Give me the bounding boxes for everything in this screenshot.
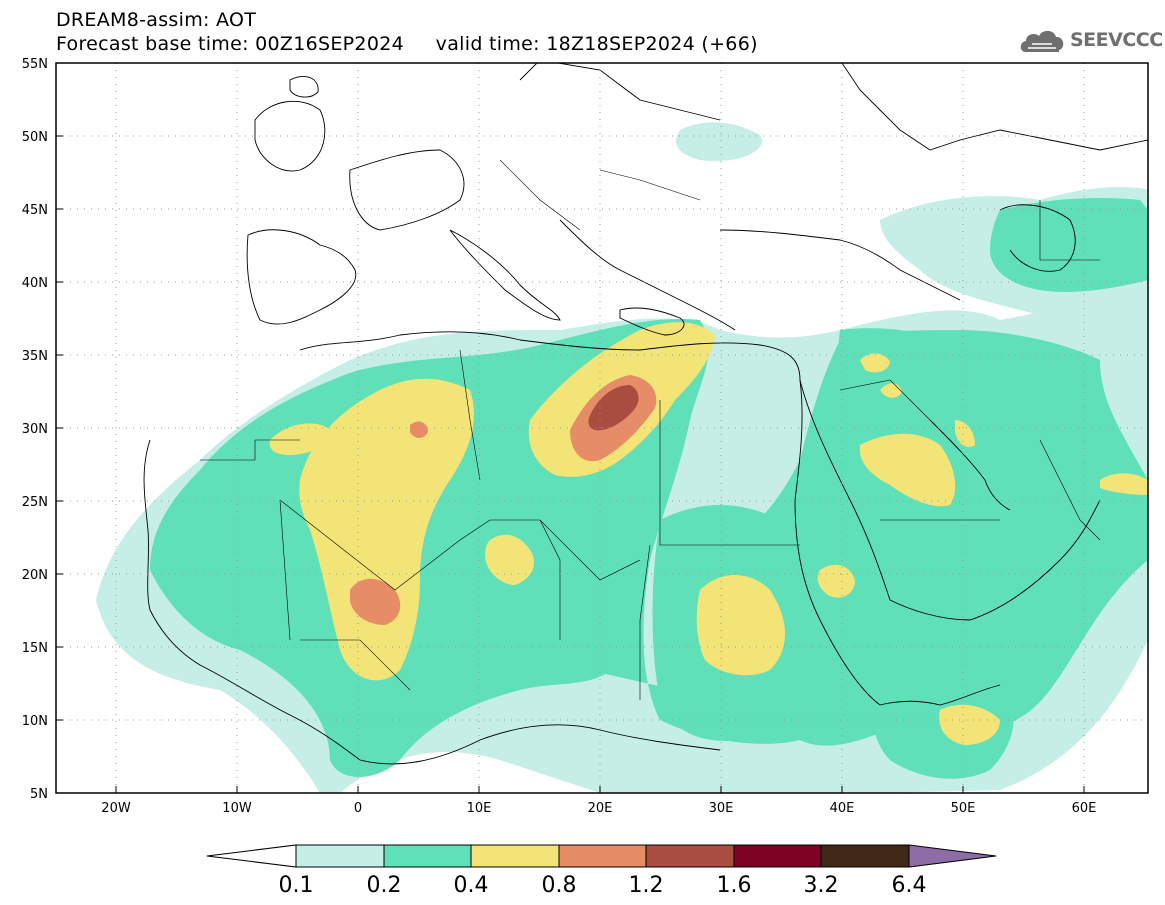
lon-label: 30E (709, 801, 734, 816)
lat-label: 5N (30, 787, 48, 802)
lat-label: 40N (22, 276, 48, 291)
lat-label: 25N (22, 495, 48, 510)
seevccc-logo: SEEVCCC (1018, 24, 1163, 58)
lon-label: 40E (830, 801, 855, 816)
colorbar-labels: 0.1 0.2 0.4 0.8 1.2 1.6 3.2 6.4 (279, 873, 927, 898)
logo-text: SEEVCCC (1070, 29, 1163, 51)
colorbar-label: 3.2 (804, 873, 839, 898)
colorbar-segment (645, 844, 735, 868)
lon-label: 60E (1072, 801, 1097, 816)
cloud-icon (1020, 30, 1064, 52)
colorbar-segment (383, 844, 472, 868)
colorbar-label: 0.4 (454, 873, 489, 898)
colorbar-label: 0.1 (279, 873, 314, 898)
lon-label: 20E (588, 801, 613, 816)
colorbar-segment (820, 844, 910, 868)
lat-labels: 5N 10N 15N 20N 25N 30N 35N 40N 45N 50N 5… (22, 57, 48, 802)
lon-label: 20W (101, 801, 131, 816)
colorbar-label: 1.2 (629, 873, 664, 898)
colorbar-segment (733, 844, 822, 868)
lat-label: 55N (22, 57, 48, 72)
lat-label: 20N (22, 568, 48, 583)
lon-label: 10W (222, 801, 252, 816)
lat-label: 30N (22, 422, 48, 437)
colorbar-under-arrow (206, 844, 297, 868)
lon-labels: 20W 10W 0 10E 20E 30E 40E 50E 60E (101, 801, 1096, 816)
colorbar-segment (558, 844, 647, 868)
colorbar-segment (470, 844, 560, 868)
forecast-times: Forecast base time: 00Z16SEP2024 valid t… (56, 33, 758, 55)
colorbar-label: 0.2 (367, 873, 402, 898)
lon-label: 50E (951, 801, 976, 816)
colorbar-over-arrow (908, 844, 997, 868)
colorbar-label: 1.6 (717, 873, 752, 898)
aot-level-1.2 (588, 385, 639, 431)
lat-ticks (56, 62, 63, 794)
lon-ticks (115, 786, 1085, 793)
lat-label: 35N (22, 349, 48, 364)
colorbar-label: 0.8 (542, 873, 577, 898)
coastlines (143, 63, 1148, 765)
lon-label: 0 (354, 801, 362, 816)
lon-label: 10E (467, 801, 492, 816)
grid-lines (56, 63, 1148, 793)
lat-label: 10N (22, 714, 48, 729)
map-title: DREAM8-assim: AOT (56, 9, 257, 31)
colorbar-segment (295, 844, 385, 868)
lat-label: 50N (22, 130, 48, 145)
colorbar-label: 6.4 (892, 873, 927, 898)
colorbar (206, 844, 997, 868)
lat-label: 45N (22, 203, 48, 218)
country-borders (200, 159, 1101, 700)
lat-label: 15N (22, 641, 48, 656)
